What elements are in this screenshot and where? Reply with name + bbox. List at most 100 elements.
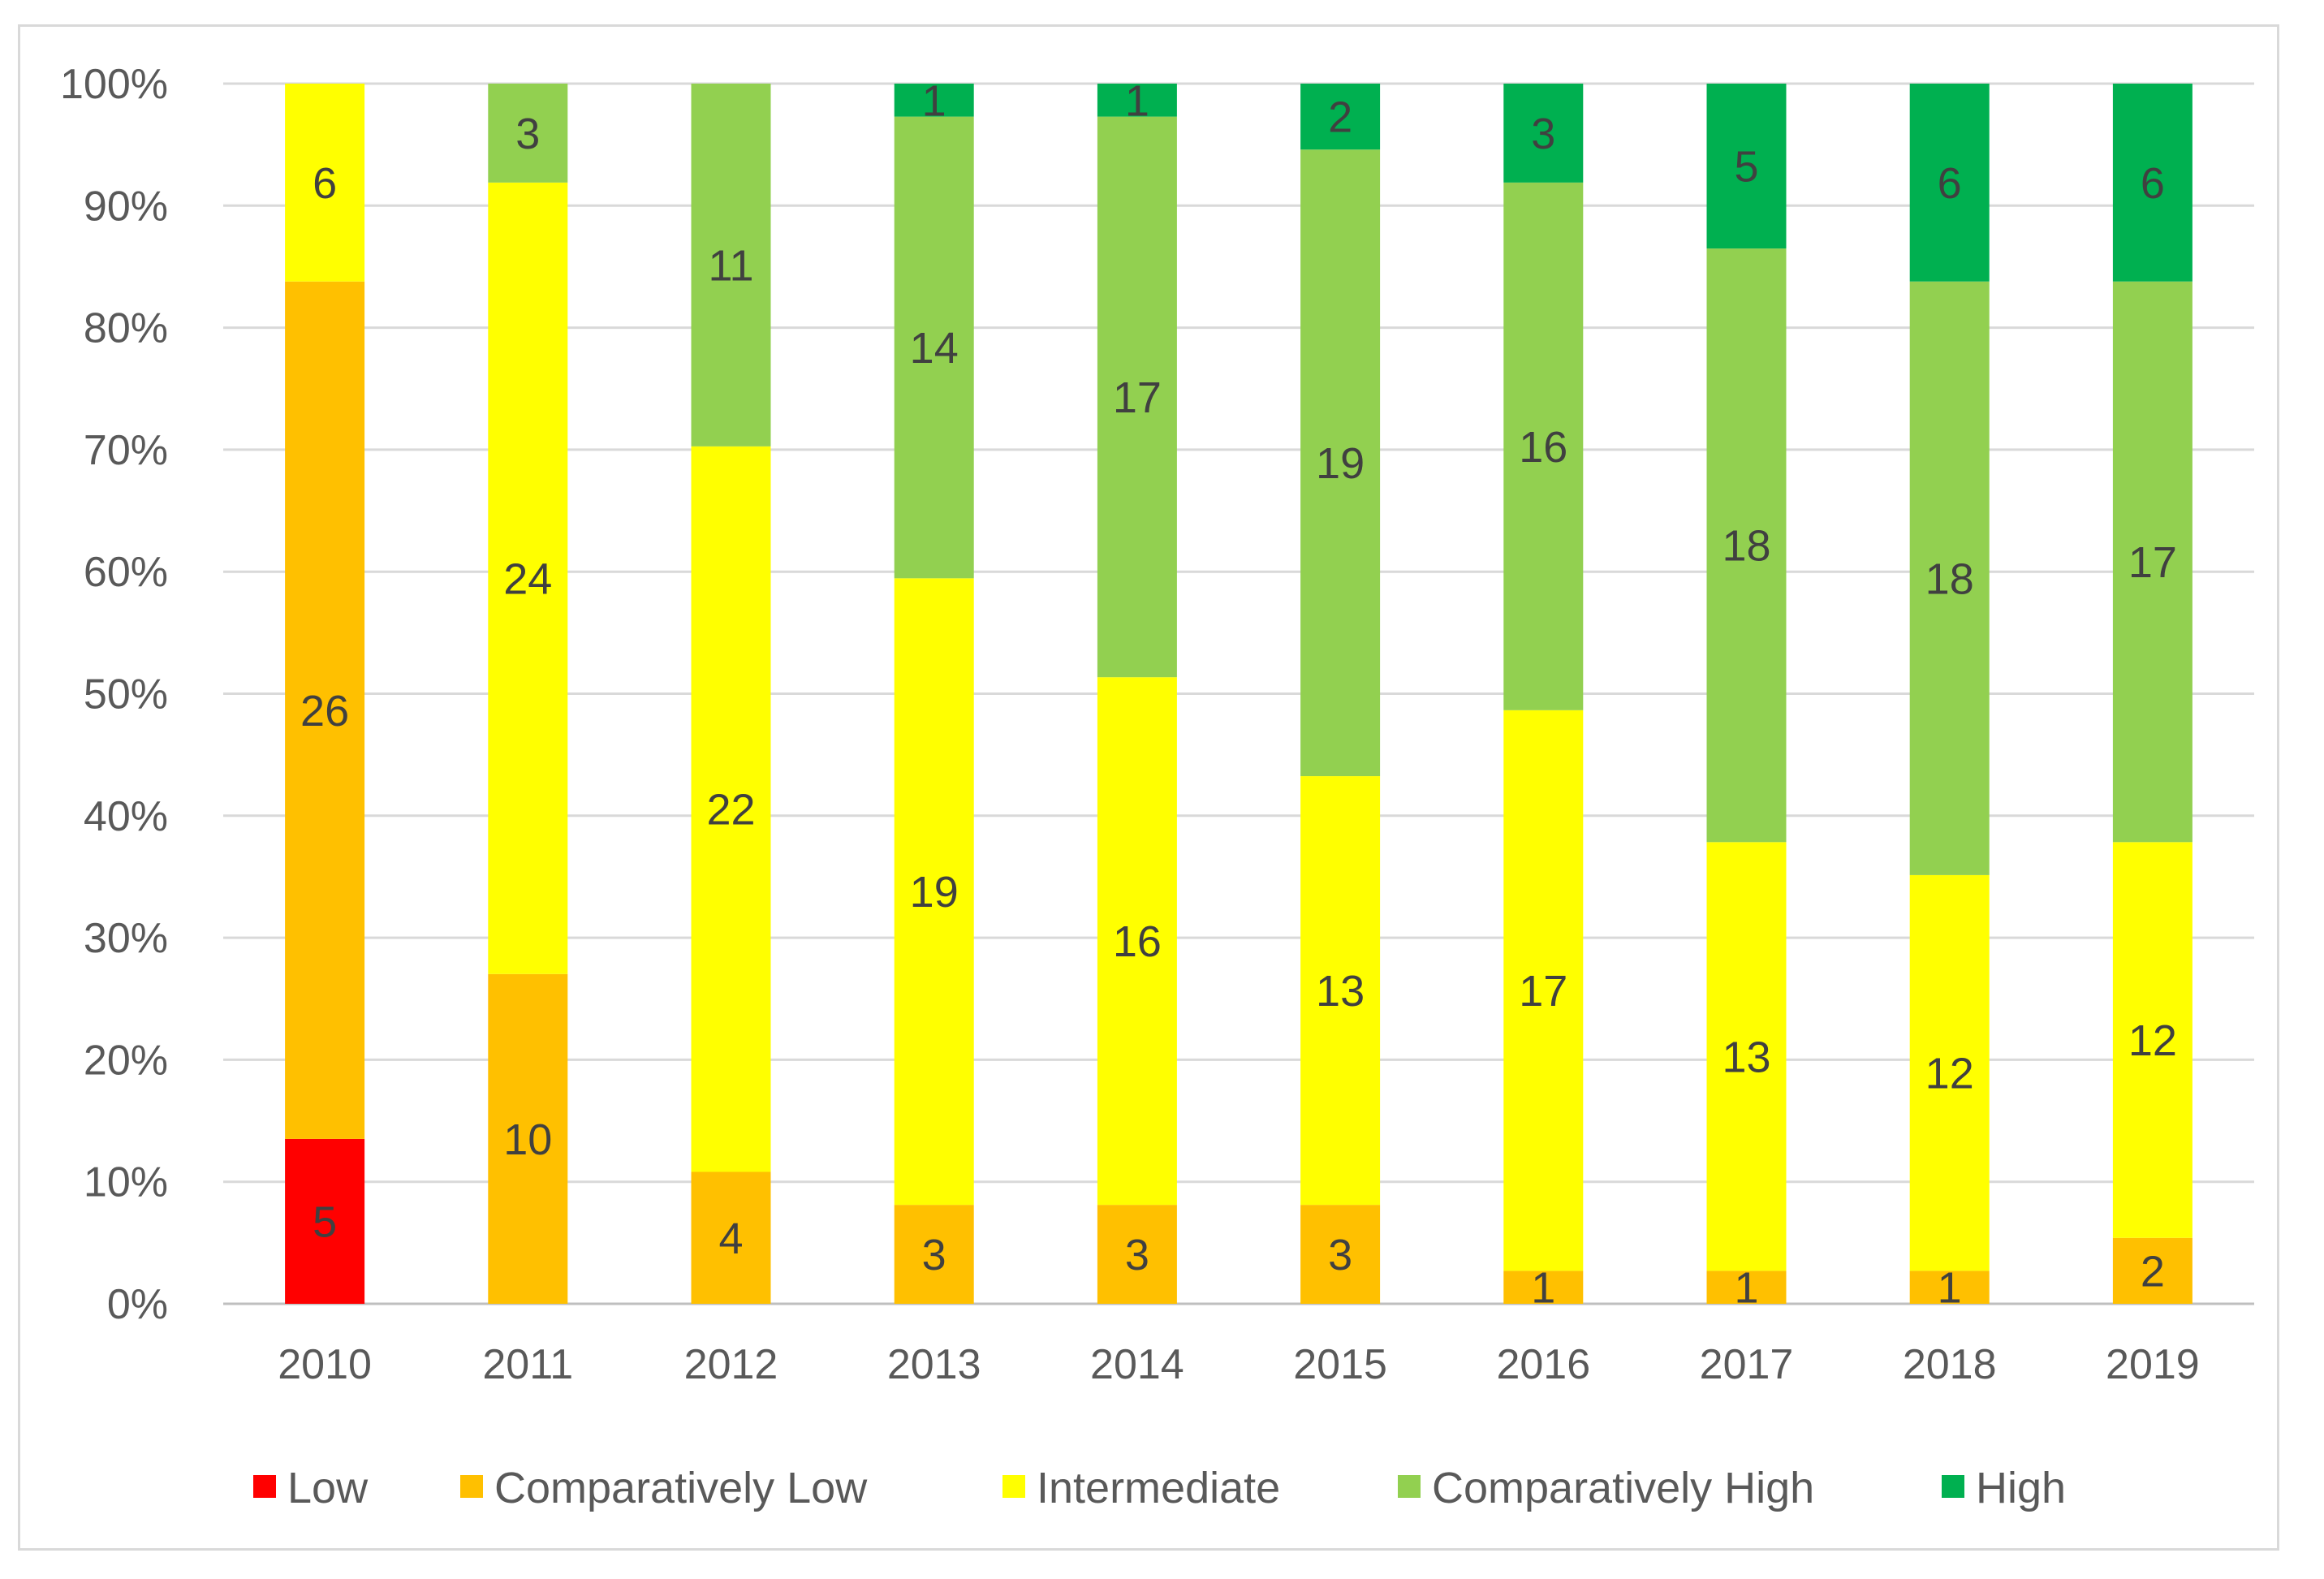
data-label: 6 (2141, 159, 2165, 208)
bar-segment (691, 84, 771, 447)
bar-segment (2112, 1237, 2192, 1304)
bar-segment (1706, 842, 1787, 1271)
legend-swatch (253, 1475, 276, 1498)
bar-segment (285, 84, 365, 282)
data-label: 5 (313, 1197, 337, 1246)
y-tick-label: 90% (84, 183, 168, 230)
legend-label: Comparatively Low (494, 1464, 868, 1512)
x-tick-label: 2014 (1090, 1341, 1184, 1388)
bar-segment (1300, 1205, 1381, 1304)
bar-segment (1909, 1271, 1990, 1304)
bar-segment (1097, 116, 1177, 678)
bar-segment (488, 973, 568, 1304)
data-labels: 5266102434221131914131617131319211716311… (300, 76, 2177, 1312)
data-label: 6 (313, 159, 337, 208)
legend-swatch (460, 1475, 483, 1498)
y-tick-label: 100% (60, 61, 168, 108)
bar-segment (1503, 710, 1584, 1271)
data-label: 10 (503, 1115, 552, 1164)
bar-segment (488, 182, 568, 974)
data-label: 1 (1125, 76, 1149, 125)
legend: Low Comparatively Low Intermediate Comparat… (253, 1464, 2066, 1512)
bar-segment (691, 1171, 771, 1304)
data-label: 1 (1531, 1264, 1555, 1313)
data-label: 11 (708, 241, 753, 290)
data-label: 3 (922, 1231, 946, 1279)
legend-label: Intermediate (1037, 1464, 1280, 1512)
x-tick-label: 2018 (1903, 1341, 1997, 1388)
bar-segment (1300, 776, 1381, 1206)
bar-segment (285, 1138, 365, 1304)
bar-segment (1300, 84, 1381, 150)
bar-segment (2112, 281, 2192, 843)
data-label: 14 (910, 324, 959, 373)
data-label: 19 (910, 868, 959, 917)
data-label: 17 (1519, 967, 1567, 1016)
bar-segment (894, 578, 974, 1206)
data-label: 5 (1734, 143, 1758, 192)
data-label: 1 (1734, 1264, 1758, 1313)
y-tick-label: 80% (84, 305, 168, 352)
y-tick-label: 60% (84, 549, 168, 596)
data-label: 4 (718, 1214, 743, 1263)
x-tick-label: 2011 (482, 1341, 573, 1388)
legend-label: Comparatively High (1432, 1464, 1814, 1512)
bar-segment (1503, 84, 1584, 183)
bar-segment (1097, 1205, 1177, 1304)
data-label: 17 (2128, 538, 2177, 587)
legend-label: High (1976, 1464, 2066, 1512)
x-tick-label: 2012 (684, 1341, 778, 1388)
data-label: 3 (1125, 1231, 1149, 1279)
bar-segment (2112, 84, 2192, 282)
legend-swatch (1398, 1475, 1421, 1498)
stacked-bar-chart: 0%10%20%30%40%50%60%70%80%90%100% 526610… (60, 61, 2254, 1512)
y-tick-label: 30% (84, 915, 168, 962)
data-label: 1 (1938, 1264, 1962, 1313)
data-label: 18 (1722, 522, 1770, 571)
data-label: 12 (1925, 1050, 1974, 1098)
bar-segment (488, 84, 568, 183)
data-label: 17 (1113, 373, 1162, 422)
bar-segment (285, 281, 365, 1139)
x-tick-label: 2010 (278, 1341, 372, 1388)
bar-segment (1909, 281, 1990, 875)
data-label: 1 (922, 76, 946, 125)
bar-segment (1097, 84, 1177, 117)
legend-swatch (1942, 1475, 1964, 1498)
x-tick-label: 2016 (1496, 1341, 1590, 1388)
bar-segment (1706, 248, 1787, 843)
x-tick-label: 2013 (887, 1341, 981, 1388)
chart-frame: 0% 10% 20% 30% 40% 50% 60% 70% 80% 90% 100% 5 26 6 10… (18, 24, 2279, 1551)
bar-segment (2112, 842, 2192, 1238)
bar-segment (1909, 874, 1990, 1271)
bar-segment (1706, 1271, 1787, 1304)
legend-label: Low (287, 1464, 369, 1512)
y-tick-label: 50% (84, 671, 168, 718)
y-tick-label: 40% (84, 793, 168, 840)
bar-segment (894, 84, 974, 117)
bar-segment (1706, 84, 1787, 249)
data-label: 22 (706, 786, 755, 835)
y-axis-ticks: 0% 10% 20% 30% 40% 50% 60% 70% 80% 90% 100% (60, 61, 168, 1328)
data-label: 3 (515, 110, 540, 158)
data-label: 6 (1938, 159, 1962, 208)
x-axis-ticks: 2010 2011 2012 2013 2014 2015 2016 2017 2018 2019 (278, 1341, 2199, 1388)
y-tick-label: 0% (107, 1281, 168, 1328)
bar-segment (691, 446, 771, 1172)
data-label: 2 (2141, 1247, 2165, 1296)
bar-segment (1097, 677, 1177, 1206)
data-label: 3 (1531, 110, 1555, 158)
x-tick-label: 2017 (1700, 1341, 1794, 1388)
data-label: 16 (1113, 917, 1162, 966)
bar-segment (1300, 149, 1381, 777)
data-label: 2 (1328, 93, 1352, 142)
data-label: 16 (1519, 423, 1567, 472)
y-tick-label: 70% (84, 427, 168, 474)
legend-swatch (1002, 1475, 1025, 1498)
data-label: 3 (1328, 1231, 1352, 1279)
bar-segment (1909, 84, 1990, 282)
bar-segment (1503, 182, 1584, 710)
data-label: 24 (503, 554, 552, 603)
data-label: 19 (1316, 439, 1365, 488)
x-tick-label: 2019 (2106, 1341, 2200, 1388)
